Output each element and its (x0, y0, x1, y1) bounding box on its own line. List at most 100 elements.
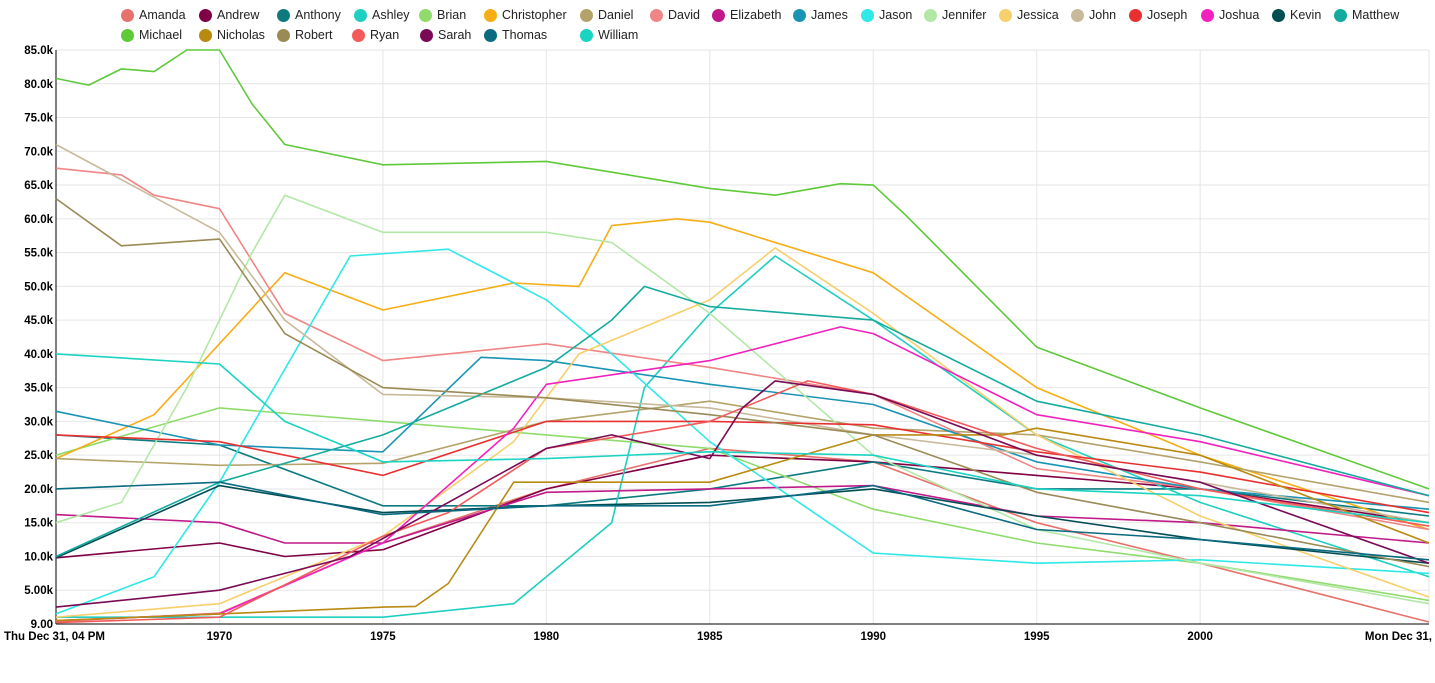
legend-item-ashley[interactable]: Ashley (354, 6, 410, 24)
legend-item-jessica[interactable]: Jessica (999, 6, 1059, 24)
series-line-sarah (55, 380, 1430, 608)
y-tick-label: 75.0k (24, 113, 53, 125)
legend-item-matthew[interactable]: Matthew (1334, 6, 1399, 24)
legend-label: Kevin (1290, 8, 1322, 22)
y-tick-label: 65.0k (24, 180, 53, 192)
legend-label: Jason (879, 8, 913, 22)
legend-item-david[interactable]: David (650, 6, 700, 24)
series-line-matthew (55, 285, 1430, 558)
x-tick-label: 1975 (370, 631, 396, 643)
legend-item-christopher[interactable]: Christopher (484, 6, 567, 24)
legend-item-amanda[interactable]: Amanda (121, 6, 186, 24)
legend-swatch (121, 28, 134, 42)
legend-item-elizabeth[interactable]: Elizabeth (712, 6, 781, 24)
series-line-michael (55, 49, 1430, 490)
legend-swatch (793, 8, 806, 22)
legend-swatch (650, 8, 663, 22)
legend-item-thomas[interactable]: Thomas (484, 26, 547, 44)
series-line-joshua (55, 326, 1430, 622)
legend-item-kevin[interactable]: Kevin (1272, 6, 1321, 24)
legend-label: David (668, 8, 700, 22)
legend-item-andrew[interactable]: Andrew (199, 6, 259, 24)
legend-label: Brian (437, 8, 467, 22)
x-tick-label: 1970 (207, 631, 233, 643)
series-line-thomas (55, 481, 1430, 561)
x-tick-label: 1990 (860, 631, 886, 643)
legend-label: William (598, 28, 639, 42)
series-line-andrew (55, 454, 1430, 559)
legend-item-john[interactable]: John (1071, 6, 1116, 24)
legend-swatch (580, 8, 593, 22)
legend-item-michael[interactable]: Michael (121, 26, 182, 44)
series-line-elizabeth (55, 484, 1430, 544)
x-tick-label: Mon Dec 31, (1365, 631, 1432, 643)
legend-swatch (580, 28, 593, 42)
x-tick-label: 1995 (1024, 631, 1050, 643)
legend-label: Nicholas (217, 28, 265, 42)
series-line-daniel (55, 400, 1430, 504)
y-tick-label: 40.0k (24, 349, 53, 361)
legend-swatch (354, 8, 367, 22)
legend-label: Amanda (139, 8, 186, 22)
legend-label: Jennifer (942, 8, 987, 22)
x-tick-label: 1985 (697, 631, 723, 643)
legend-label: Daniel (598, 8, 634, 22)
x-tick-label: 2000 (1187, 631, 1213, 643)
legend-swatch (924, 8, 937, 22)
legend-swatch (1272, 8, 1285, 22)
y-tick-label: 55.0k (24, 248, 53, 260)
x-tick-label: Thu Dec 31, 04 PM (4, 631, 105, 643)
series-line-robert (55, 197, 1430, 568)
series-line-christopher (55, 218, 1430, 531)
legend-item-william[interactable]: William (580, 26, 638, 44)
y-tick-label: 25.0k (24, 450, 53, 462)
legend-label: Ashley (372, 8, 410, 22)
legend-item-joshua[interactable]: Joshua (1201, 6, 1259, 24)
legend-item-robert[interactable]: Robert (277, 26, 333, 44)
series-line-david (55, 167, 1430, 531)
legend-label: Michael (139, 28, 183, 42)
legend-swatch (419, 8, 432, 22)
legend-swatch (121, 8, 134, 22)
legend-swatch (1129, 8, 1142, 22)
legend-item-joseph[interactable]: Joseph (1129, 6, 1187, 24)
y-tick-label: 35.0k (24, 383, 53, 395)
legend-item-jennifer[interactable]: Jennifer (924, 6, 986, 24)
y-tick-label: 70.0k (24, 146, 53, 158)
legend-item-ryan[interactable]: Ryan (352, 26, 399, 44)
legend-label: Joseph (1147, 8, 1188, 22)
legend-label: Sarah (438, 28, 472, 42)
legend-swatch (277, 28, 290, 42)
legend-label: James (811, 8, 848, 22)
legend-swatch (420, 28, 433, 42)
legend-item-sarah[interactable]: Sarah (420, 26, 471, 44)
legend-label: Matthew (1352, 8, 1400, 22)
legend-label: Thomas (502, 28, 548, 42)
legend-item-jason[interactable]: Jason (861, 6, 912, 24)
y-tick-label: 80.0k (24, 79, 53, 91)
legend-swatch (352, 28, 365, 42)
y-tick-label: 9.00 (31, 619, 53, 631)
series-line-kevin (55, 484, 1430, 564)
legend-item-james[interactable]: James (793, 6, 848, 24)
legend-item-anthony[interactable]: Anthony (277, 6, 341, 24)
series-line-jason (55, 248, 1430, 615)
legend-label: Andrew (217, 8, 260, 22)
legend-item-nicholas[interactable]: Nicholas (199, 26, 265, 44)
legend-swatch (484, 28, 497, 42)
legend-swatch (712, 8, 725, 22)
series-line-william (55, 353, 1430, 524)
legend-item-daniel[interactable]: Daniel (580, 6, 633, 24)
legend-swatch (199, 8, 212, 22)
legend-swatch (861, 8, 874, 22)
legend-swatch (1334, 8, 1347, 22)
y-tick-label: 5.00k (24, 585, 53, 597)
series-line-ryan (55, 380, 1430, 624)
legend-label: John (1089, 8, 1117, 22)
legend-item-brian[interactable]: Brian (419, 6, 466, 24)
x-tick-label: 1980 (534, 631, 560, 643)
legend-label: Anthony (295, 8, 341, 22)
legend-label: Joshua (1219, 8, 1260, 22)
